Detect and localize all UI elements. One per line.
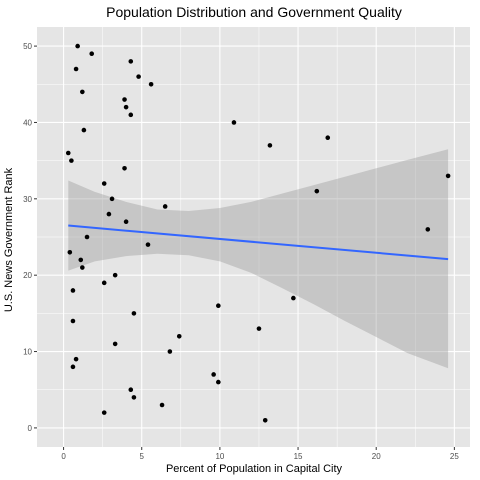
chart-title: Population Distribution and Government Q… <box>106 4 402 20</box>
data-point <box>75 43 80 49</box>
y-tick-label: 40 <box>23 118 32 127</box>
data-point <box>231 120 237 125</box>
data-point <box>81 127 87 133</box>
y-tick-label: 0 <box>28 424 33 433</box>
data-point <box>128 387 134 393</box>
data-point <box>65 150 71 156</box>
data-point <box>70 318 76 324</box>
data-point <box>69 158 74 163</box>
data-point <box>122 165 127 171</box>
data-point <box>256 326 262 331</box>
data-point <box>122 97 127 102</box>
data-point <box>167 349 173 354</box>
data-points <box>65 43 451 423</box>
confidence-band <box>68 149 449 369</box>
data-point <box>325 135 331 141</box>
x-tick-label: 5 <box>140 452 145 461</box>
data-point <box>106 211 112 217</box>
y-axis-title: U.S. News Government Rank <box>3 167 15 312</box>
data-point <box>80 265 85 270</box>
x-axis-title: Percent of Population in Capital City <box>166 463 343 475</box>
data-point <box>216 379 221 385</box>
y-tick-label: 10 <box>23 348 32 357</box>
data-point <box>101 280 107 286</box>
data-point <box>101 181 107 186</box>
data-point <box>78 257 84 263</box>
data-point <box>211 372 216 377</box>
data-point <box>425 227 431 232</box>
data-point <box>159 402 165 408</box>
data-point <box>73 66 79 72</box>
x-axis-ticks: 0 5 10 15 20 25 <box>61 447 459 461</box>
grid-minor <box>37 27 470 447</box>
data-point <box>67 249 73 255</box>
data-point <box>145 242 151 247</box>
data-point <box>84 234 90 240</box>
data-point <box>262 417 268 423</box>
data-point <box>112 341 118 347</box>
data-point <box>148 81 154 87</box>
data-point <box>123 219 129 225</box>
data-point <box>73 356 79 362</box>
data-point <box>109 196 115 202</box>
data-point <box>131 395 137 400</box>
x-tick-label: 0 <box>61 452 66 461</box>
y-tick-label: 30 <box>23 195 32 204</box>
y-tick-label: 20 <box>23 271 32 280</box>
y-tick-label: 50 <box>23 42 32 51</box>
trend-line <box>68 224 449 261</box>
data-point <box>128 59 134 64</box>
x-tick-label: 25 <box>450 452 459 461</box>
x-tick-label: 10 <box>215 452 224 461</box>
x-tick-label: 20 <box>372 452 381 461</box>
grid-major <box>37 27 470 447</box>
data-point <box>70 364 76 370</box>
data-point <box>314 188 320 194</box>
data-point <box>112 272 118 278</box>
data-point <box>162 204 168 209</box>
data-point <box>101 410 107 415</box>
data-point <box>216 303 221 309</box>
y-axis-ticks: 0 10 20 30 40 50 <box>23 42 37 433</box>
x-tick-label: 15 <box>294 452 303 461</box>
data-point <box>445 173 451 179</box>
data-point <box>89 51 95 57</box>
data-point <box>80 89 85 95</box>
data-point <box>70 288 76 293</box>
data-point <box>128 112 134 118</box>
data-point <box>136 74 141 79</box>
data-point <box>291 295 296 301</box>
data-point <box>123 104 129 110</box>
data-point <box>131 311 137 316</box>
data-point <box>267 143 273 148</box>
data-point <box>176 333 182 339</box>
